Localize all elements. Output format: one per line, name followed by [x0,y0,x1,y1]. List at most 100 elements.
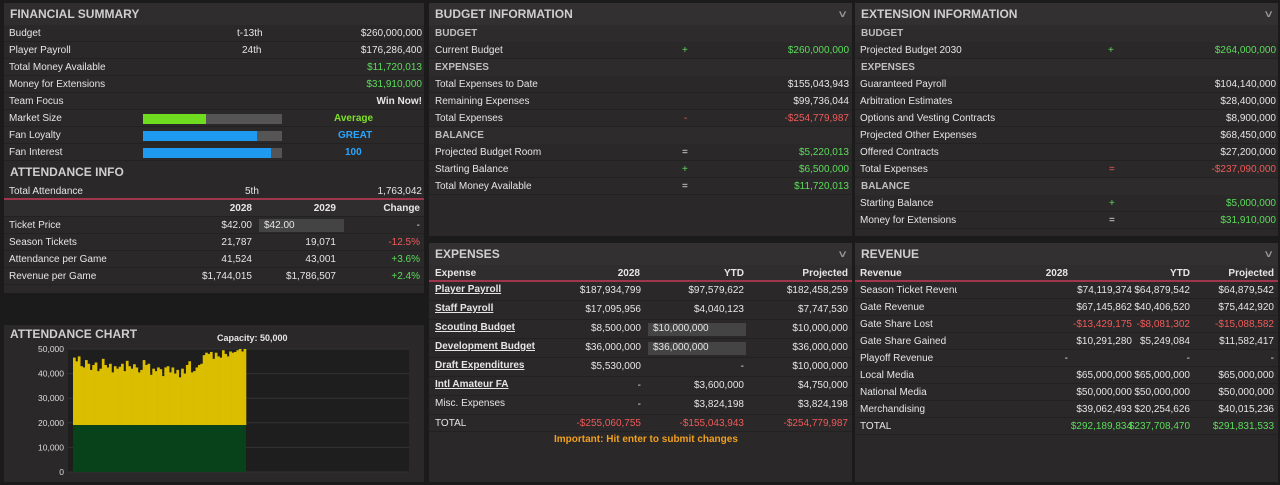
expense-link[interactable]: Development Budget [435,341,536,352]
expense-ytd-input[interactable]: $36,000,000 [653,342,709,353]
attendance-bar [238,349,242,426]
attendance-bar [181,368,184,426]
attendance-bar [75,361,79,426]
attendance-bar [217,356,220,426]
extension-information-panel: EXTENSION INFORMATION ∨ BUDGET Projected … [855,3,1278,236]
current-budget-label: Current Budget [435,45,503,56]
money-extensions-label: Money for Extensions [9,79,106,90]
chevron-down-icon[interactable]: ∨ [1262,248,1274,260]
attendance-row-2028: $42.00 [221,220,252,231]
expense-link[interactable]: Scouting Budget [435,322,515,333]
projected-budget-room-value: $5,220,013 [798,147,849,158]
expense-link[interactable]: Intl Amateur FA [435,379,509,390]
budget-total-money-row: Total Money Available = $11,720,013 [429,178,852,195]
budget-information-panel: BUDGET INFORMATION ∨ BUDGET Current Budge… [429,3,852,236]
attendance-bar [109,363,112,426]
attendance-bar [161,376,165,426]
attendance-bar [226,356,230,426]
revenue-label: Local Media [860,370,914,381]
attendance-bar [82,367,86,426]
attendance-bar [111,372,115,426]
attendance-bar [202,355,206,426]
attendance-bar [157,367,160,426]
expense-projected: $3,824,198 [797,399,848,410]
ext-starting-balance-row: Starting Balance + $5,000,000 [855,195,1278,212]
expense-projected: $4,750,000 [797,380,848,391]
projected-budget-label: Projected Budget 2030 [860,45,962,56]
expense-ytd-input-box[interactable] [648,342,746,355]
attendance-row-label: Attendance per Game [9,254,107,265]
total-attendance-label: Total Attendance [9,186,83,197]
money-extensions-value: $31,910,000 [366,79,422,90]
attendance-row-change: -12.5% [388,237,420,248]
total-attendance-row: Total Attendance 5th 1,763,042 [4,183,424,200]
attendance-bar [137,372,141,426]
total-attendance-value: 1,763,042 [377,186,423,197]
remaining-expenses-value: $99,736,044 [793,96,849,107]
attendance-bar [85,360,88,426]
expense-ytd: $4,040,123 [693,304,744,315]
fan-interest-bar [143,148,282,158]
ext-expense-value: $8,900,000 [1225,113,1276,124]
total-expenses-to-date-label: Total Expenses to Date [435,79,538,90]
expense-projected: $10,000,000 [792,361,848,372]
revenue-ytd: $64,879,542 [1134,285,1190,296]
attendance-col-2029: 2029 [313,203,336,214]
expense-projected: $7,747,530 [797,304,848,315]
ext-balance-section-label: BALANCE [855,178,1278,195]
expense-link[interactable]: Player Payroll [435,284,502,295]
attendance-col-change: Change [383,203,420,214]
expenses-total-projected: -$254,779,987 [783,418,848,429]
attendance-bar [166,366,170,426]
attendance-bar [159,369,163,426]
revenue-projected: $50,000,000 [1218,387,1274,398]
revenue-projected: $64,879,542 [1218,285,1274,296]
chevron-down-icon[interactable]: ∨ [836,248,848,260]
expense-link[interactable]: Draft Expenditures [435,360,525,371]
attendance-bar [118,366,122,426]
ext-total-expenses-value: -$237,090,000 [1211,164,1276,175]
attendance-row-change: +3.6% [391,254,420,265]
market-size-value: Average [334,113,374,124]
attendance-bar [169,372,172,426]
ext-expense-row: Arbitration Estimates $28,400,000 [855,93,1278,110]
attendance-bar [231,352,235,426]
fan-interest-value: 100 [345,147,362,158]
team-focus-row: Team Focus Win Now! [4,93,424,110]
total-expenses-sign: - [684,113,688,124]
chevron-down-icon[interactable]: ∨ [836,8,848,20]
table-row: Gate Revenue $67,145,862 $40,406,520 $75,44… [855,299,1278,316]
ext-starting-balance-sign: + [1109,198,1115,209]
attendance-row-2028: 21,787 [221,237,252,248]
payroll-row: Player Payroll 24th $176,286,400 [4,42,424,59]
revenue-ytd: $50,000,000 [1134,387,1190,398]
expenses-header: EXPENSES ∨ [429,243,852,265]
expense-ytd-input-box[interactable] [648,323,746,336]
ext-money-extensions-label: Money for Extensions [860,215,957,226]
expenses-col-expense: Expense [435,268,477,279]
attendance-row-2029: 19,071 [305,237,336,248]
chevron-down-icon[interactable]: ∨ [1262,8,1274,20]
expense-2028: $8,500,000 [590,323,641,334]
attendance-bar [147,363,151,426]
total-expenses-to-date-row: Total Expenses to Date $155,043,943 [429,76,852,93]
attendance-bar [164,367,168,426]
attendance-bar [99,368,103,426]
current-budget-row: Current Budget + $260,000,000 [429,42,852,59]
expense-link[interactable]: Staff Payroll [435,303,494,314]
table-row: Gate Share Gained $10,291,280 $5,249,084 $1… [855,333,1278,350]
attendance-bar [152,368,155,426]
expense-ytd-input[interactable]: $10,000,000 [653,323,709,334]
revenue-projected: $75,442,920 [1218,302,1274,313]
revenue-label: Playoff Revenue [860,353,934,364]
revenue-col-ytd: YTD [1170,268,1190,279]
revenue-ytd: $40,406,520 [1134,302,1190,313]
ticket-price-input-box[interactable] [259,219,344,232]
revenue-label: Season Ticket Revenu [860,285,957,296]
total-expenses-to-date-value: $155,043,943 [787,79,849,90]
ticket-price-input[interactable]: $42.00 [264,220,295,231]
attendance-chart-title: ATTENDANCE CHART [10,327,138,341]
payroll-value: $176,286,400 [360,45,422,56]
ext-expense-value: $27,200,000 [1220,147,1276,158]
attendance-bar [133,364,136,426]
